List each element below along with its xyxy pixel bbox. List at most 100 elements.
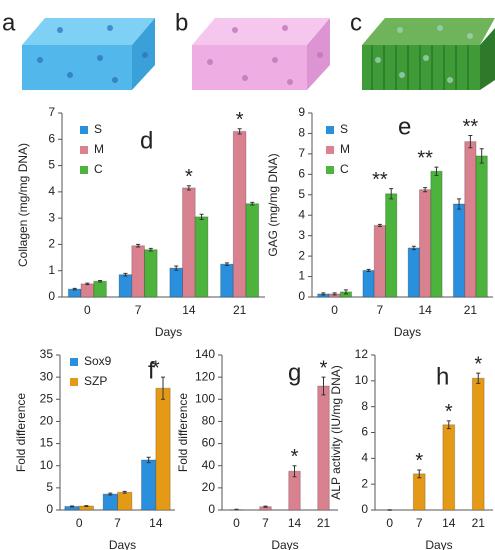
- legend-label: S: [340, 122, 348, 136]
- bar: [430, 170, 443, 298]
- x-tick-label: 7: [377, 303, 384, 317]
- legend-label: Sox9: [84, 354, 112, 368]
- error-bar: [457, 198, 462, 210]
- y-tick-label: 12: [355, 347, 369, 361]
- y-axis-label: Fold difference: [176, 393, 190, 472]
- error-bar: [417, 469, 422, 479]
- significance: **: [463, 116, 479, 138]
- illustration-c: [362, 18, 495, 90]
- x-axis-label: Days: [425, 538, 452, 550]
- y-tick-label: 0: [361, 502, 368, 516]
- bar: [385, 193, 398, 298]
- bar: [220, 263, 234, 298]
- y-tick-label: 2: [48, 237, 55, 251]
- error-bar: [446, 420, 451, 430]
- y-tick-label: 7: [298, 146, 305, 160]
- significance: *: [320, 357, 328, 379]
- y-tick-label: 100: [195, 391, 215, 405]
- bar: [102, 493, 118, 511]
- y-tick-label: 9: [298, 105, 305, 119]
- legend-swatch: [80, 146, 88, 154]
- y-tick-label: 4: [361, 451, 368, 465]
- y-tick-label: 0: [48, 289, 55, 303]
- y-tick-label: 20: [202, 480, 216, 494]
- bar: [475, 155, 488, 298]
- error-bar: [237, 128, 242, 135]
- y-tick-label: 4: [298, 207, 305, 221]
- legend-label: C: [94, 162, 103, 176]
- y-tick-label: 25: [40, 391, 54, 405]
- error-bar: [321, 292, 326, 296]
- y-tick-label: 1: [298, 269, 305, 283]
- bar: [182, 187, 196, 298]
- x-tick-label: 14: [418, 303, 432, 317]
- x-tick-label: 21: [317, 516, 331, 530]
- bar: [93, 280, 107, 298]
- legend-swatch: [70, 378, 78, 386]
- bar: [131, 245, 145, 298]
- error-bar: [122, 490, 127, 494]
- error-bar: [377, 223, 382, 227]
- y-tick-label: 1: [48, 263, 55, 277]
- error-bar: [186, 185, 191, 191]
- y-axis-label: Collagen (mg/mg DNA): [16, 143, 30, 267]
- bar: [245, 203, 260, 298]
- y-tick-label: 5: [48, 158, 55, 172]
- significance: *: [152, 357, 160, 379]
- bar: [418, 189, 432, 298]
- x-tick-label: 0: [386, 516, 393, 530]
- y-tick-label: 60: [202, 436, 216, 450]
- x-tick-label: 0: [84, 303, 91, 317]
- bar: [412, 473, 426, 511]
- bar: [452, 203, 466, 298]
- x-tick-label: 7: [135, 303, 142, 317]
- error-bar: [366, 268, 371, 272]
- y-tick-label: 6: [48, 131, 55, 145]
- error-bar: [108, 492, 113, 496]
- panel-label: e: [398, 113, 411, 140]
- significance: *: [445, 401, 453, 423]
- x-tick-label: 21: [233, 303, 247, 317]
- y-tick-label: 8: [361, 399, 368, 413]
- y-tick-label: 6: [361, 425, 368, 439]
- panel-label: d: [140, 127, 153, 154]
- error-bar: [423, 187, 428, 193]
- x-tick-label: 0: [331, 303, 338, 317]
- y-tick-label: 3: [298, 228, 305, 242]
- legend-label: M: [94, 142, 104, 156]
- legend-swatch: [326, 166, 334, 174]
- error-bar: [476, 372, 481, 384]
- legend-label: S: [94, 122, 102, 136]
- x-tick-label: 0: [233, 516, 240, 530]
- y-tick-label: 10: [40, 458, 54, 472]
- bar: [118, 274, 133, 298]
- error-bar: [250, 201, 255, 206]
- y-tick-label: 40: [202, 458, 216, 472]
- error-bar: [84, 505, 89, 507]
- legend-label: C: [340, 162, 349, 176]
- y-tick-label: 120: [195, 369, 215, 383]
- illustration-b: [192, 18, 330, 90]
- legend-swatch: [80, 126, 88, 134]
- significance: *: [185, 166, 193, 188]
- significance: *: [291, 446, 299, 468]
- significance: *: [474, 353, 482, 375]
- y-tick-label: 80: [202, 414, 216, 428]
- y-axis-label: Fold difference: [14, 393, 28, 472]
- y-tick-label: 140: [195, 347, 215, 361]
- error-bar: [161, 376, 166, 400]
- bar: [80, 283, 95, 298]
- y-tick-label: 15: [40, 436, 54, 450]
- x-tick-label: 21: [472, 516, 486, 530]
- panel-label: h: [436, 363, 449, 390]
- x-axis-label: Days: [155, 325, 182, 339]
- x-axis-label: Days: [394, 325, 421, 339]
- significance: **: [417, 147, 433, 169]
- x-tick-label: 14: [442, 516, 456, 530]
- legend-swatch: [80, 166, 88, 174]
- x-tick-label: 14: [182, 303, 196, 317]
- bar: [362, 269, 375, 298]
- x-tick-label: 0: [76, 516, 83, 530]
- error-bar: [389, 188, 394, 200]
- y-tick-label: 0: [208, 502, 215, 516]
